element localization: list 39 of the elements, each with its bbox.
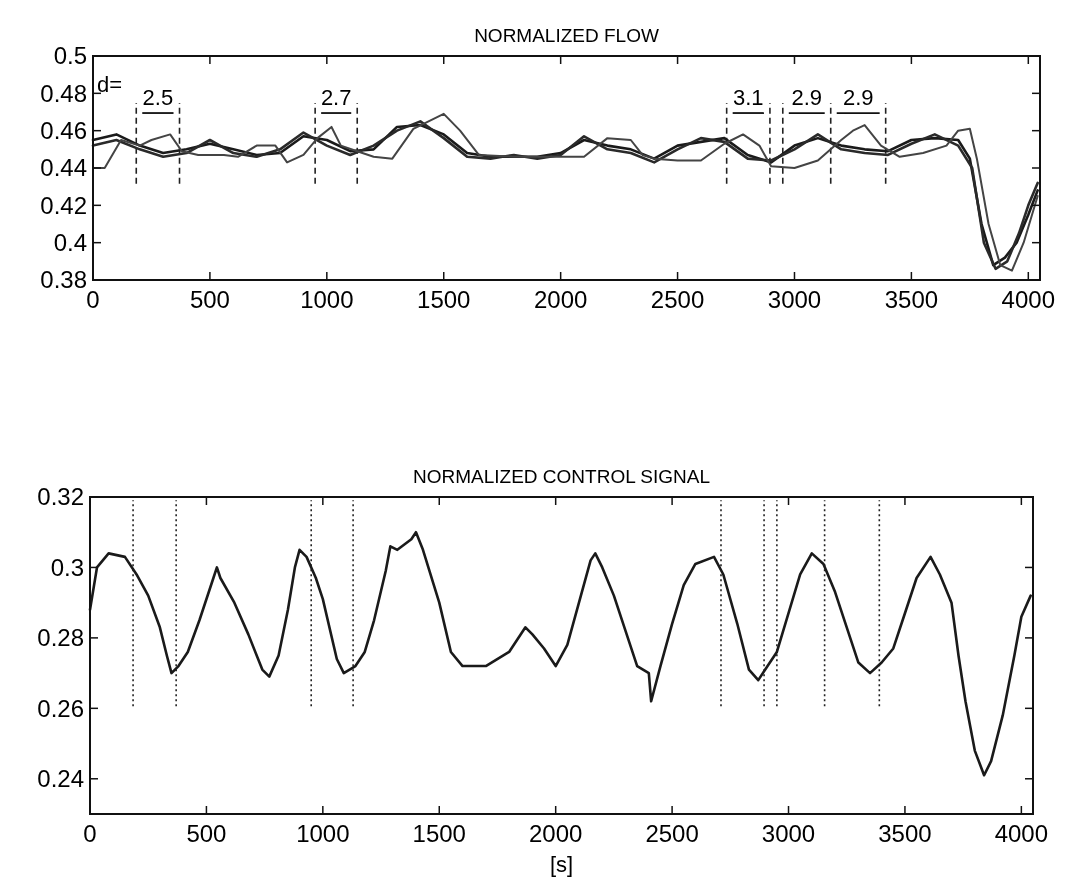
annotation: 2.5 [142, 85, 174, 111]
x-tick-label: 1500 [417, 286, 471, 313]
x-tick-label: 500 [186, 820, 227, 847]
x-tick-label: 500 [189, 286, 230, 313]
x-tick-label: 3500 [884, 286, 939, 313]
chart-title: NORMALIZED CONTROL SIGNAL [412, 466, 711, 487]
y-tick-label: 0.5 [53, 42, 87, 70]
x-tick-label: 3500 [878, 820, 932, 847]
annotation: 2.9 [791, 85, 823, 111]
x-tick-label: 2500 [645, 820, 699, 847]
chart-title: NORMALIZED FLOW [474, 25, 659, 46]
y-tick-label: 0.38 [40, 266, 87, 294]
x-tick-label: 2500 [650, 286, 705, 313]
x-tick-label: 2000 [528, 820, 583, 847]
annotation: 3.1 [733, 85, 764, 111]
annotation: 2.9 [842, 85, 874, 111]
y-tick-label: 0.24 [37, 765, 84, 793]
annotation: d= [97, 72, 123, 97]
x-tick-label: 4000 [1001, 286, 1055, 313]
y-tick-label: 0.32 [37, 483, 84, 511]
x-tick-label: 1500 [412, 820, 466, 847]
x-tick-label: 0 [86, 286, 100, 313]
y-tick-label: 0.44 [40, 154, 87, 182]
x-tick-label: 1000 [300, 286, 354, 313]
x-tick-label: 3000 [767, 286, 822, 313]
y-tick-label: 0.48 [40, 79, 87, 107]
x-tick-label: 0 [83, 820, 97, 847]
y-tick-label: 0.46 [40, 117, 87, 145]
x-tick-label: 2000 [533, 286, 588, 313]
x-tick-label: 4000 [994, 820, 1049, 847]
y-tick-label: 0.26 [37, 694, 84, 722]
x-tick-label: 3000 [761, 820, 816, 847]
x-tick-label: 1000 [296, 820, 350, 847]
x-axis-title: [s] [549, 852, 574, 877]
y-tick-label: 0.42 [40, 191, 87, 219]
y-tick-label: 0.28 [37, 624, 84, 652]
y-tick-label: 0.3 [50, 553, 84, 581]
annotation: 2.7 [320, 85, 352, 111]
y-tick-label: 0.4 [53, 229, 87, 257]
